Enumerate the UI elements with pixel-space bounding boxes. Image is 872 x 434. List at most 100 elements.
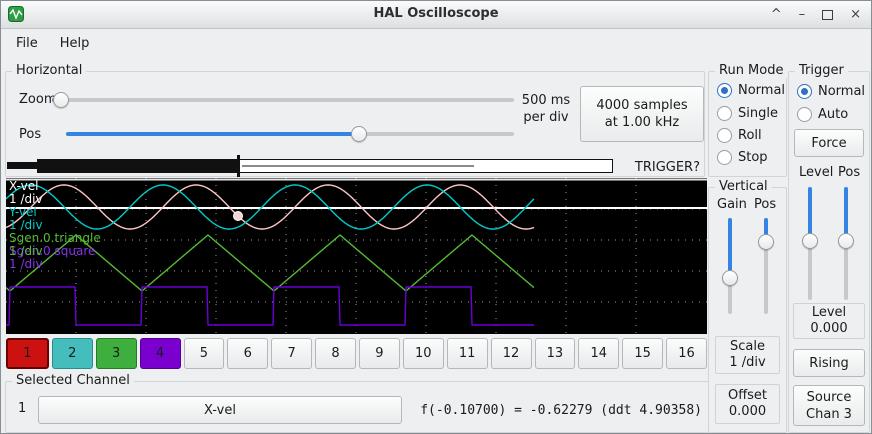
channel-button-16[interactable]: 16 [666,338,707,369]
trigger-bar-stub [7,162,37,169]
selected-channel-number: 1 [18,401,26,416]
radio-label: Single [738,106,778,121]
channel-button-2[interactable]: 2 [52,338,93,369]
trigger-level-slider[interactable] [802,187,818,300]
group-title-run-mode: Run Mode [715,63,787,78]
gain-label: Gain [717,197,747,212]
channel-buttons: 12345678910111213141516 [6,338,707,369]
group-title-vertical: Vertical [715,179,772,194]
channel-button-1[interactable]: 1 [6,338,49,369]
slider-track [52,98,514,102]
scope-channel-scale: 1 /div [9,193,43,205]
zoom-label: Zoom [19,92,56,107]
zoom-slider[interactable] [52,92,514,108]
trigger-group: Trigger Normal Auto Force Level Pos Leve… [788,71,870,433]
close-icon[interactable]: × [850,7,861,22]
menu-bar: File Help [1,29,871,57]
channel-button-8[interactable]: 8 [315,338,356,369]
scope-channel-name: Sgen.0.triangle [9,232,101,244]
trigger-bar-line [242,165,474,167]
scope-labels: X-vel1 /divY-vel1 /divSgen.0.triangle1 /… [6,178,707,334]
radio-label: Normal [818,84,865,99]
app-icon [8,6,24,22]
channel-button-13[interactable]: 13 [535,338,576,369]
scope-channel-scale: 1 /div [9,245,43,257]
vertical-pos-slider[interactable] [758,218,774,314]
pos-slider[interactable] [66,126,514,142]
trigger-bar-fill [38,160,240,172]
channel-button-11[interactable]: 11 [447,338,488,369]
run-mode-group: Run Mode Normal Single Roll Stop [708,71,787,177]
radio-label: Roll [738,128,762,143]
channel-button-7[interactable]: 7 [271,338,312,369]
scope-channel-name: X-vel [9,180,38,192]
radio-label: Normal [738,83,785,98]
channel-button-10[interactable]: 10 [403,338,444,369]
trigger-option-auto[interactable]: Auto [797,106,848,122]
maximize-icon[interactable] [822,10,833,20]
channel-button-4[interactable]: 4 [140,338,181,369]
slider-handle[interactable] [758,234,774,250]
horizontal-group: Horizontal Zoom 500 ms per div 4000 samp… [5,71,705,177]
samples-button[interactable]: 4000 samples at 1.00 kHz [580,86,704,142]
selected-channel-group: Selected Channel 1 X-vel f(-0.10700) = -… [5,381,709,433]
radio-icon [717,128,732,143]
channel-button-5[interactable]: 5 [184,338,225,369]
menu-help[interactable]: Help [49,31,101,56]
slider-track [728,218,732,314]
pos-label: Pos [19,127,41,142]
slider-handle[interactable] [838,233,854,249]
vertical-pos-label: Pos [754,197,776,212]
radio-icon [797,84,812,99]
run-mode-option-normal[interactable]: Normal [717,82,785,98]
vertical-group: Vertical Gain Pos Scale 1 /div Offset 0.… [708,187,787,433]
trigger-question-label: TRIGGER? [635,160,700,175]
menu-file[interactable]: File [5,31,49,56]
trigger-tick[interactable] [237,155,240,177]
channel-button-14[interactable]: 14 [578,338,619,369]
offset-readout[interactable]: Offset 0.000 [715,384,780,424]
channel-button-12[interactable]: 12 [491,338,532,369]
per-div-label: 500 ms per div [516,92,576,126]
scope-channel-scale: 1 /div [9,219,43,231]
force-button[interactable]: Force [794,129,864,157]
radio-icon [717,83,732,98]
run-mode-option-single[interactable]: Single [717,105,778,121]
title-bar[interactable]: HAL Oscilloscope ^ – × [1,1,871,29]
trigger-level-readout: Level 0.000 [793,303,865,339]
gain-slider[interactable] [722,218,738,314]
run-mode-option-stop[interactable]: Stop [717,149,768,165]
minimize-icon[interactable]: – [799,7,806,22]
trigger-pos-label: Pos [838,165,860,180]
slider-handle[interactable] [53,92,69,108]
slider-handle[interactable] [351,126,367,142]
radio-icon [717,150,732,165]
window-title: HAL Oscilloscope [373,6,498,21]
group-title-selected-channel: Selected Channel [12,373,134,388]
scale-readout: Scale 1 /div [715,336,780,374]
app-window: HAL Oscilloscope ^ – × File Help Horizon… [0,0,872,434]
run-mode-option-roll[interactable]: Roll [717,127,762,143]
channel-button-15[interactable]: 15 [622,338,663,369]
slider-track [764,218,768,314]
trigger-level-label: Level [799,165,833,180]
trigger-position-bar[interactable] [37,159,613,173]
group-title-horizontal: Horizontal [12,63,86,78]
trigger-pos-slider[interactable] [838,187,854,300]
trigger-source-button[interactable]: Source Chan 3 [793,385,865,426]
slider-track [66,132,514,136]
channel-readout: f(-0.10700) = -0.62279 (ddt 4.90358) [420,403,702,418]
radio-label: Auto [818,107,848,122]
trigger-option-normal[interactable]: Normal [797,83,865,99]
scope-display[interactable]: X-vel1 /divY-vel1 /divSgen.0.triangle1 /… [6,178,707,334]
channel-button-6[interactable]: 6 [227,338,268,369]
channel-button-3[interactable]: 3 [96,338,137,369]
scope-channel-name: Y-vel [9,206,37,218]
scope-channel-scale: 1 /div [9,258,43,270]
slider-handle[interactable] [802,233,818,249]
slider-handle[interactable] [722,270,738,286]
channel-name-button[interactable]: X-vel [38,396,402,424]
channel-button-9[interactable]: 9 [359,338,400,369]
shade-icon[interactable]: ^ [771,7,782,22]
trigger-edge-button[interactable]: Rising [793,349,865,377]
